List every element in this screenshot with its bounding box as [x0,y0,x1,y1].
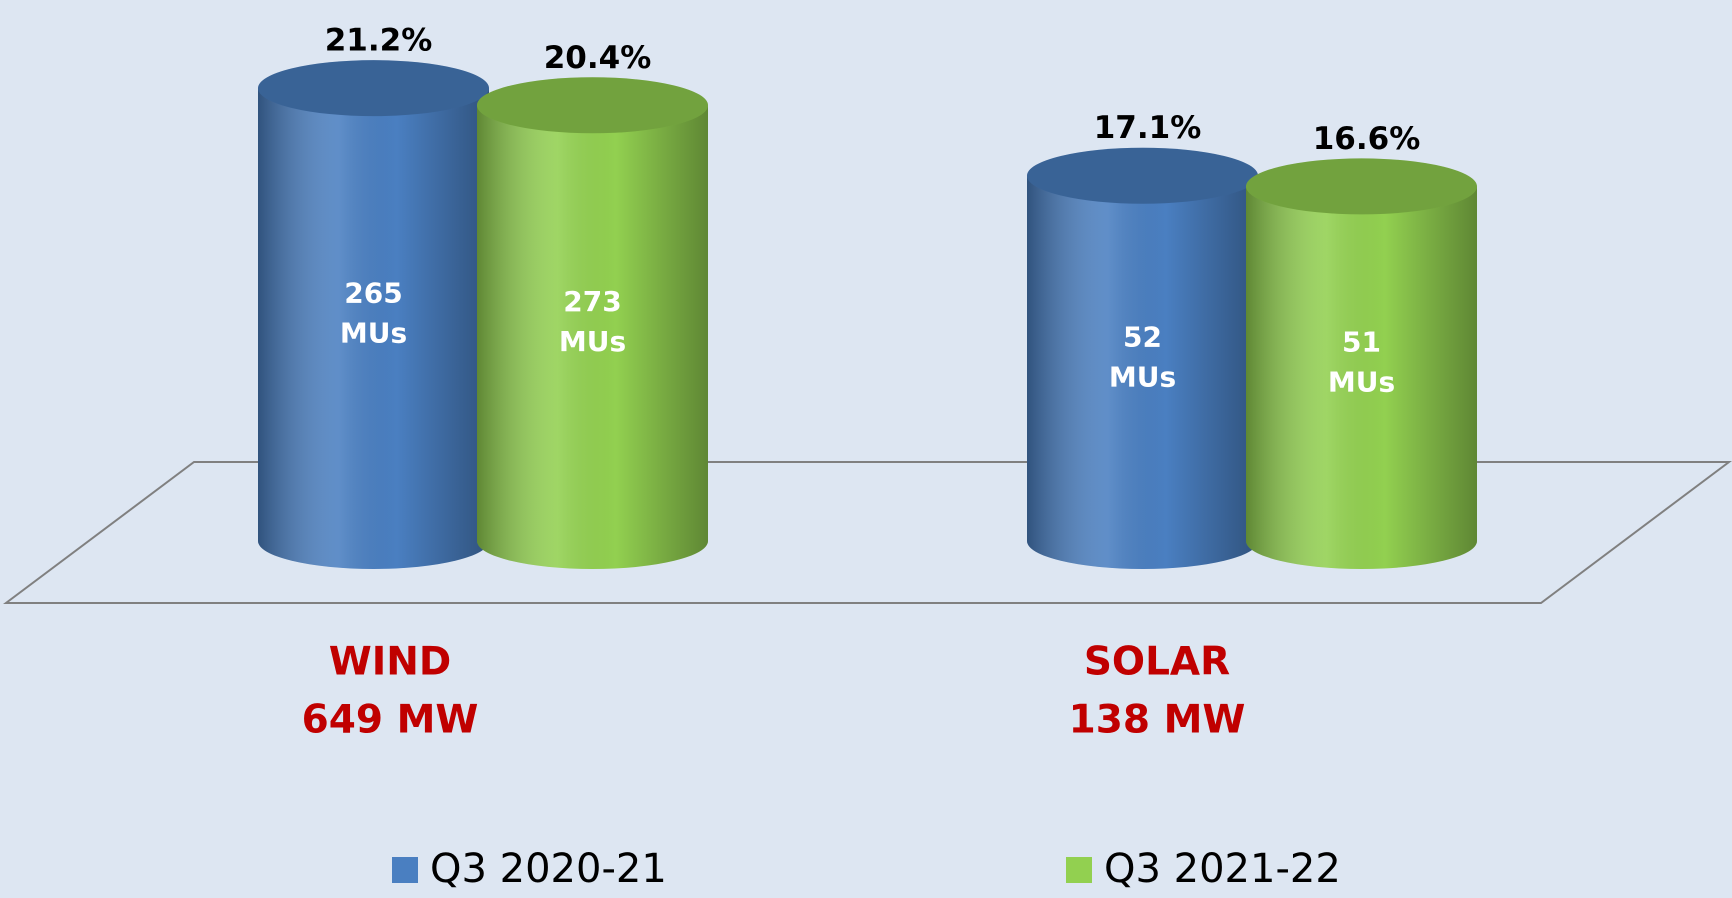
cylinder-top [1027,147,1258,204]
energy-value: 51 [1342,326,1381,359]
cylinder-top-shade [258,60,489,117]
value-label: 17.1% [1094,110,1202,146]
cylinder [258,60,489,569]
cylinder-top-shade [1246,158,1477,215]
energy-value: 52 [1123,320,1162,353]
legend-swatch [392,857,418,883]
value-label: 16.6% [1313,121,1421,157]
cylinder [1027,147,1258,570]
category-sublabel: 649 MW [302,698,479,743]
energy-unit: MUs [340,317,407,350]
value-label: 21.2% [325,23,433,59]
energy-value: 265 [344,277,402,310]
category-sublabel: 138 MW [1069,698,1246,743]
cylinder-top-shade [477,77,708,134]
cylinder-shade [1246,186,1477,570]
cylinder-top [258,60,489,117]
cylinder-top [477,77,708,134]
energy-value: 273 [563,285,621,318]
cylinder-shade [1027,175,1258,570]
legend-label: Q3 2020-21 [430,846,667,892]
cylinder-top-shade [1027,147,1258,204]
legend-swatch [1066,857,1092,883]
category-label: SOLAR [1084,640,1230,685]
legend-label: Q3 2021-22 [1104,846,1341,892]
cylinder [1246,158,1477,570]
category-label: WIND [329,640,452,685]
cylinder-top [1246,158,1477,215]
energy-unit: MUs [1328,366,1395,399]
cylinder-shade [258,88,489,569]
cylinder [477,77,708,570]
value-label: 20.4% [544,40,652,76]
energy-unit: MUs [1109,360,1176,393]
energy-unit: MUs [559,325,626,358]
cylinder-shade [477,105,708,570]
